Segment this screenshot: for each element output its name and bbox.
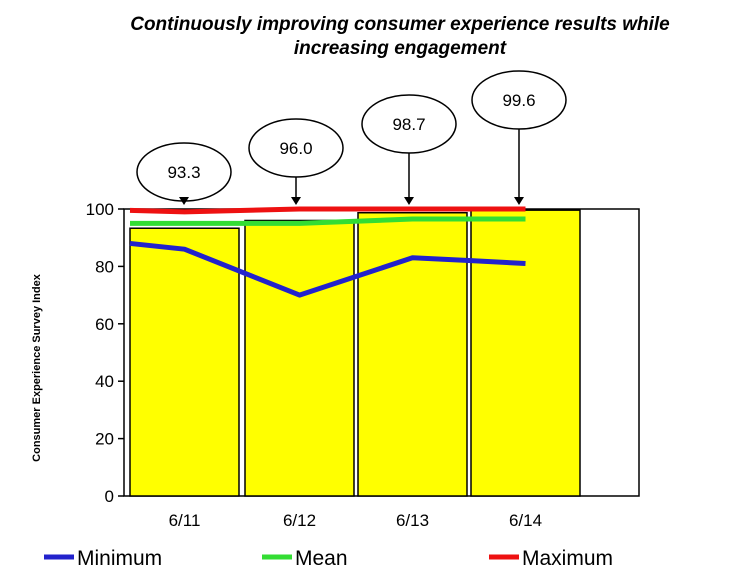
legend-item-maximum: Maximum <box>489 547 613 570</box>
callout-arrowhead <box>404 197 414 205</box>
callout-arrowhead <box>291 197 301 205</box>
callout-arrowhead <box>179 197 189 205</box>
legend-item-minimum: Minimum <box>44 547 162 570</box>
legend-label: Maximum <box>522 547 613 570</box>
y-axis-label: Consumer Experience Survey Index <box>31 273 43 462</box>
callout-6/11: 93.3 <box>136 142 232 205</box>
callout-6/12: 96.0 <box>248 118 344 205</box>
y-tick-label: 60 <box>95 315 114 334</box>
x-tick-label: 6/11 <box>169 511 201 530</box>
data-label: 98.7 <box>392 115 425 134</box>
chart-title-line-1: Continuously improving consumer experien… <box>130 14 670 35</box>
data-label: 93.3 <box>167 163 200 182</box>
y-tick-label: 100 <box>86 200 114 219</box>
series-line-minimum <box>129 240 526 298</box>
legend-item-mean: Mean <box>262 547 348 570</box>
bar-6/14 <box>470 209 581 497</box>
callout-6/13: 98.7 <box>361 94 457 205</box>
y-tick-label: 40 <box>95 372 114 391</box>
y-tick-label: 0 <box>105 487 114 506</box>
x-tick-label: 6/12 <box>283 511 316 530</box>
x-tick-label: 6/14 <box>509 511 542 530</box>
bar-6/13 <box>357 211 468 497</box>
x-tick-label: 6/13 <box>396 511 429 530</box>
chart-title-line-2: increasing engagement <box>294 38 507 59</box>
legend-label: Mean <box>295 547 348 570</box>
y-tick-label: 20 <box>95 430 114 449</box>
series-line-maximum <box>129 206 526 215</box>
data-label: 99.6 <box>502 91 535 110</box>
y-tick-label: 80 <box>95 257 114 276</box>
bar-6/12 <box>244 219 355 497</box>
series-line-mean <box>130 216 526 226</box>
callout-arrowhead <box>514 197 524 205</box>
plot-area: 0 20 40 60 80 100 6/11 6/12 6/13 6/14 <box>86 200 640 530</box>
callout-6/14: 99.6 <box>471 70 567 205</box>
bar-6/11 <box>129 227 240 497</box>
data-label: 96.0 <box>279 139 312 158</box>
legend-label: Minimum <box>77 547 162 570</box>
value-callouts: 93.3 96.0 98.7 99.6 <box>136 70 567 205</box>
legend: Minimum Mean Maximum <box>44 547 613 570</box>
